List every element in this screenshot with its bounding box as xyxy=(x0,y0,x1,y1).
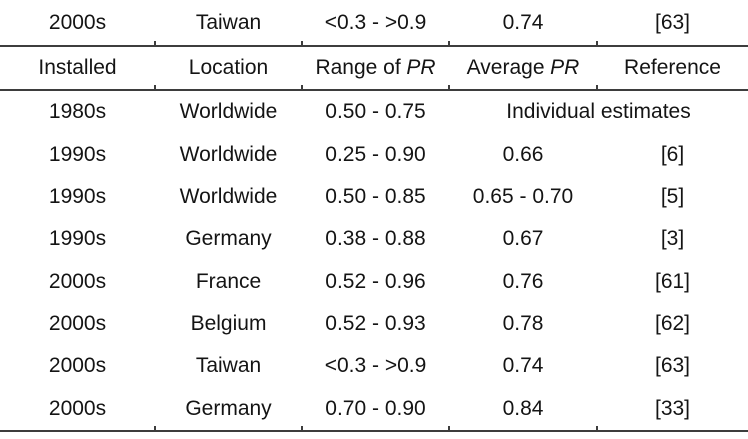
column-tick xyxy=(596,426,598,431)
cell-reference: [61] xyxy=(654,269,691,293)
cell-range: 0.52 - 0.96 xyxy=(325,269,426,293)
column-tick xyxy=(596,41,598,46)
cell-reference: [62] xyxy=(654,312,691,336)
table-row: 1990s Germany 0.38 - 0.88 0.67 [3] xyxy=(0,218,748,260)
cell-location: France xyxy=(195,269,262,293)
cell-location: Taiwan xyxy=(195,10,262,34)
cell-reference: [33] xyxy=(654,396,691,420)
header-italic: PR xyxy=(550,56,580,79)
cell-installed: 2000s xyxy=(48,269,107,293)
cell-average: 0.65 - 0.70 xyxy=(472,184,574,208)
column-tick xyxy=(301,426,303,431)
cell-range: 0.38 - 0.88 xyxy=(325,227,426,251)
cell-location: Worldwide xyxy=(179,142,278,166)
header-text: Average xyxy=(466,56,545,79)
cell-installed: 1990s xyxy=(48,184,107,208)
table-row: 1990s Worldwide 0.50 - 0.85 0.65 - 0.70 … xyxy=(0,176,748,218)
cell-average: 0.66 xyxy=(502,142,544,166)
cell-installed: 2000s xyxy=(48,396,107,420)
table-row: 1990s Worldwide 0.25 - 0.90 0.66 [6] xyxy=(0,133,748,175)
cell-range: <0.3 - >0.9 xyxy=(324,10,427,34)
cell-range: 0.25 - 0.90 xyxy=(325,142,426,166)
header-average-pr: Average PR xyxy=(449,56,597,80)
cell-average: 0.84 xyxy=(502,396,544,420)
header-text: Installed xyxy=(38,56,117,79)
column-tick xyxy=(154,85,156,90)
column-tick xyxy=(448,426,450,431)
cell-average: 0.76 xyxy=(502,269,544,293)
header-text: Location xyxy=(188,56,269,79)
table-row: 2000s Taiwan <0.3 - >0.9 0.74 [63] xyxy=(0,345,748,387)
cell-location: Worldwide xyxy=(179,184,278,208)
table-row-continuation: 2000s Taiwan <0.3 - >0.9 0.74 [63] xyxy=(0,0,748,45)
header-text: Range of xyxy=(315,56,401,79)
horizontal-rule-header xyxy=(0,85,748,91)
cell-range: 0.52 - 0.93 xyxy=(325,312,426,336)
cell-installed: 1990s xyxy=(48,227,107,251)
cell-reference: [5] xyxy=(660,184,685,208)
cell-average: 0.74 xyxy=(502,10,544,34)
cell-location: Taiwan xyxy=(195,354,262,378)
cell-location: Belgium xyxy=(190,312,267,336)
table-body: 1980s Worldwide 0.50 - 0.75 Individual e… xyxy=(0,91,748,430)
cell-range: 0.50 - 0.85 xyxy=(325,184,426,208)
horizontal-rule-bottom xyxy=(0,426,748,432)
cell-location: Germany xyxy=(185,396,272,420)
cell-range: <0.3 - >0.9 xyxy=(324,354,427,378)
table-row: 2000s France 0.52 - 0.96 0.76 [61] xyxy=(0,261,748,303)
column-tick xyxy=(596,85,598,90)
cell-location: Worldwide xyxy=(179,100,278,124)
cell-installed: 2000s xyxy=(48,10,107,34)
column-tick xyxy=(301,85,303,90)
horizontal-rule-top xyxy=(0,41,748,47)
header-text: Reference xyxy=(624,56,721,79)
header-reference: Reference xyxy=(597,56,748,80)
table-row: 1980s Worldwide 0.50 - 0.75 Individual e… xyxy=(0,91,748,133)
cell-average: 0.74 xyxy=(502,354,544,378)
column-tick xyxy=(448,41,450,46)
cell-note-span: Individual estimates xyxy=(506,100,691,124)
cell-average: 0.78 xyxy=(502,312,544,336)
column-tick xyxy=(154,41,156,46)
header-italic: PR xyxy=(406,56,436,79)
table-row: 2000s Belgium 0.52 - 0.93 0.78 [62] xyxy=(0,303,748,345)
column-tick xyxy=(154,426,156,431)
cell-installed: 2000s xyxy=(48,354,107,378)
table-header-row: Installed Location Range of PR Average PR … xyxy=(0,47,748,89)
cell-reference: [63] xyxy=(654,354,691,378)
cell-range: 0.70 - 0.90 xyxy=(325,396,426,420)
cell-reference: [6] xyxy=(660,142,685,166)
header-installed: Installed xyxy=(0,56,155,80)
column-tick xyxy=(448,85,450,90)
cell-reference: [63] xyxy=(654,10,691,34)
cell-range: 0.50 - 0.75 xyxy=(325,100,426,124)
cell-average: 0.67 xyxy=(502,227,544,251)
table-row: 2000s Germany 0.70 - 0.90 0.84 [33] xyxy=(0,388,748,430)
cell-installed: 1990s xyxy=(48,142,107,166)
cell-reference: [3] xyxy=(660,227,685,251)
cell-installed: 2000s xyxy=(48,312,107,336)
header-location: Location xyxy=(155,56,302,80)
cell-installed: 1980s xyxy=(48,100,107,124)
cell-location: Germany xyxy=(185,227,272,251)
column-tick xyxy=(301,41,303,46)
header-range-of-pr: Range of PR xyxy=(302,56,449,80)
